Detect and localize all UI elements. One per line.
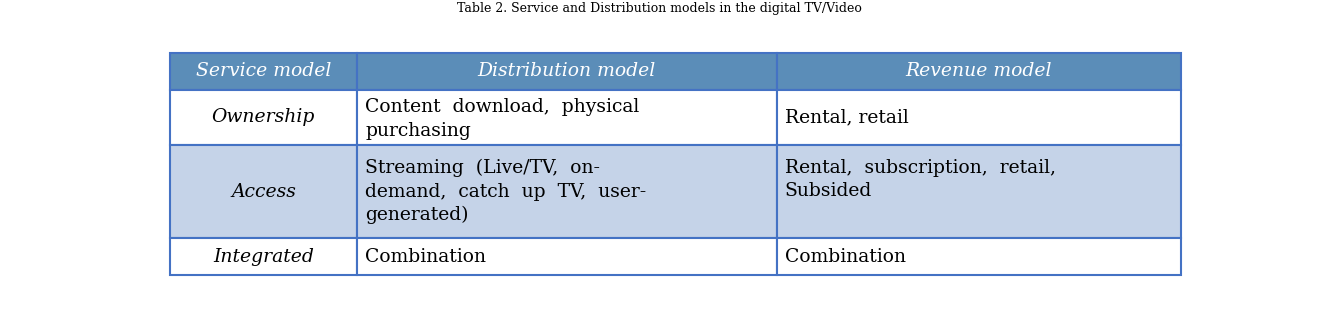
Text: Ownership: Ownership: [212, 108, 315, 126]
Bar: [357, 238, 776, 275]
Bar: [776, 53, 1181, 90]
Bar: [357, 145, 776, 238]
Bar: [170, 53, 357, 90]
Text: Combination: Combination: [784, 248, 905, 266]
Bar: [170, 90, 357, 145]
Text: Revenue model: Revenue model: [905, 62, 1052, 80]
Bar: [357, 53, 776, 90]
Text: Content  download,  physical
purchasing: Content download, physical purchasing: [365, 98, 639, 140]
Text: Rental,  subscription,  retail,
Subsided: Rental, subscription, retail, Subsided: [784, 159, 1056, 200]
Text: Service model: Service model: [195, 62, 331, 80]
Bar: [776, 238, 1181, 275]
Text: Table 2. Service and Distribution models in the digital TV/Video: Table 2. Service and Distribution models…: [456, 2, 862, 15]
Bar: [170, 238, 357, 275]
Bar: [170, 145, 357, 238]
Text: Integrated: Integrated: [214, 248, 314, 266]
Text: Streaming  (Live/TV,  on-
demand,  catch  up  TV,  user-
generated): Streaming (Live/TV, on- demand, catch up…: [365, 159, 646, 225]
Text: Combination: Combination: [365, 248, 486, 266]
Bar: [776, 90, 1181, 145]
Bar: [357, 90, 776, 145]
Text: Distribution model: Distribution model: [477, 62, 656, 80]
Bar: [776, 145, 1181, 238]
Text: Rental, retail: Rental, retail: [784, 108, 908, 126]
Text: Access: Access: [231, 183, 295, 201]
